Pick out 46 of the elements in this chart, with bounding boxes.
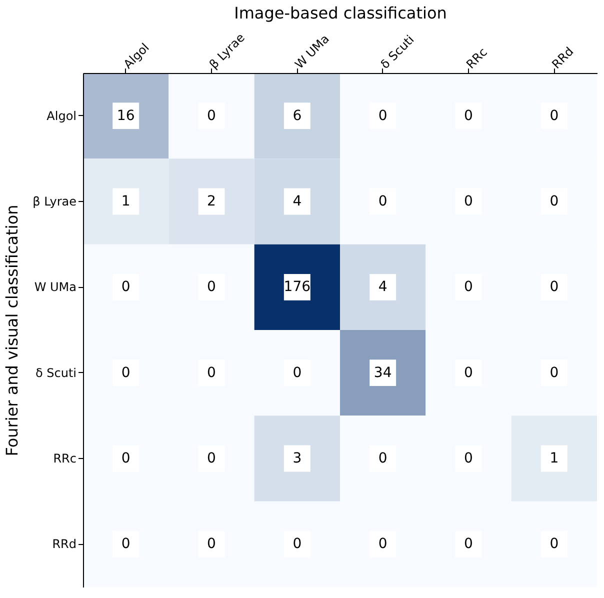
data-label: 0 (207, 536, 216, 552)
data-label: 0 (207, 108, 216, 124)
data-label: 0 (292, 364, 302, 381)
data-label: 0 (464, 279, 473, 296)
y-tick-label: Algol (46, 108, 76, 123)
y-tick-label: δ Scuti (35, 366, 76, 380)
data-label: 0 (550, 194, 559, 210)
y-tick-label: W UMa (34, 280, 76, 294)
data-label: 0 (464, 450, 473, 466)
data-label: 0 (378, 536, 388, 552)
y-tick-label: β Lyrae (32, 194, 76, 208)
data-label: 176 (284, 279, 311, 296)
data-label: 0 (378, 450, 388, 466)
data-label: 0 (292, 536, 302, 552)
x-tick-label: W UMa (292, 32, 332, 72)
x-axis-title: Image-based classification (234, 3, 447, 22)
data-label: 1 (121, 194, 130, 210)
y-tick-label: RRc (53, 452, 76, 466)
data-label: 16 (116, 108, 135, 124)
y-axis-title: Fourier and visual classification (2, 204, 22, 456)
data-label: 0 (550, 279, 559, 296)
data-label: 0 (464, 194, 473, 210)
data-label: 0 (378, 108, 388, 124)
data-label: 4 (292, 194, 302, 210)
data-label: 0 (464, 364, 473, 381)
data-label: 0 (550, 536, 559, 552)
data-label: 0 (550, 108, 559, 124)
data-label: 34 (374, 364, 392, 381)
data-label: 4 (378, 279, 388, 296)
data-label: 3 (292, 450, 302, 466)
data-label: 0 (207, 450, 216, 466)
x-tick-label: RRc (464, 45, 490, 72)
data-label: 0 (207, 279, 216, 296)
data-label: 0 (464, 108, 473, 124)
data-label: 0 (378, 194, 388, 210)
data-label: 1 (550, 450, 559, 466)
data-label: 0 (121, 279, 130, 296)
data-label: 0 (121, 450, 130, 466)
data-label: 6 (292, 108, 302, 124)
data-label: 0 (121, 364, 130, 381)
y-tick-label: RRd (52, 537, 76, 552)
data-label: 2 (207, 194, 216, 210)
data-label: 0 (121, 536, 130, 552)
data-label: 0 (464, 536, 473, 552)
data-label: 0 (550, 364, 559, 381)
data-label: 0 (207, 364, 216, 381)
